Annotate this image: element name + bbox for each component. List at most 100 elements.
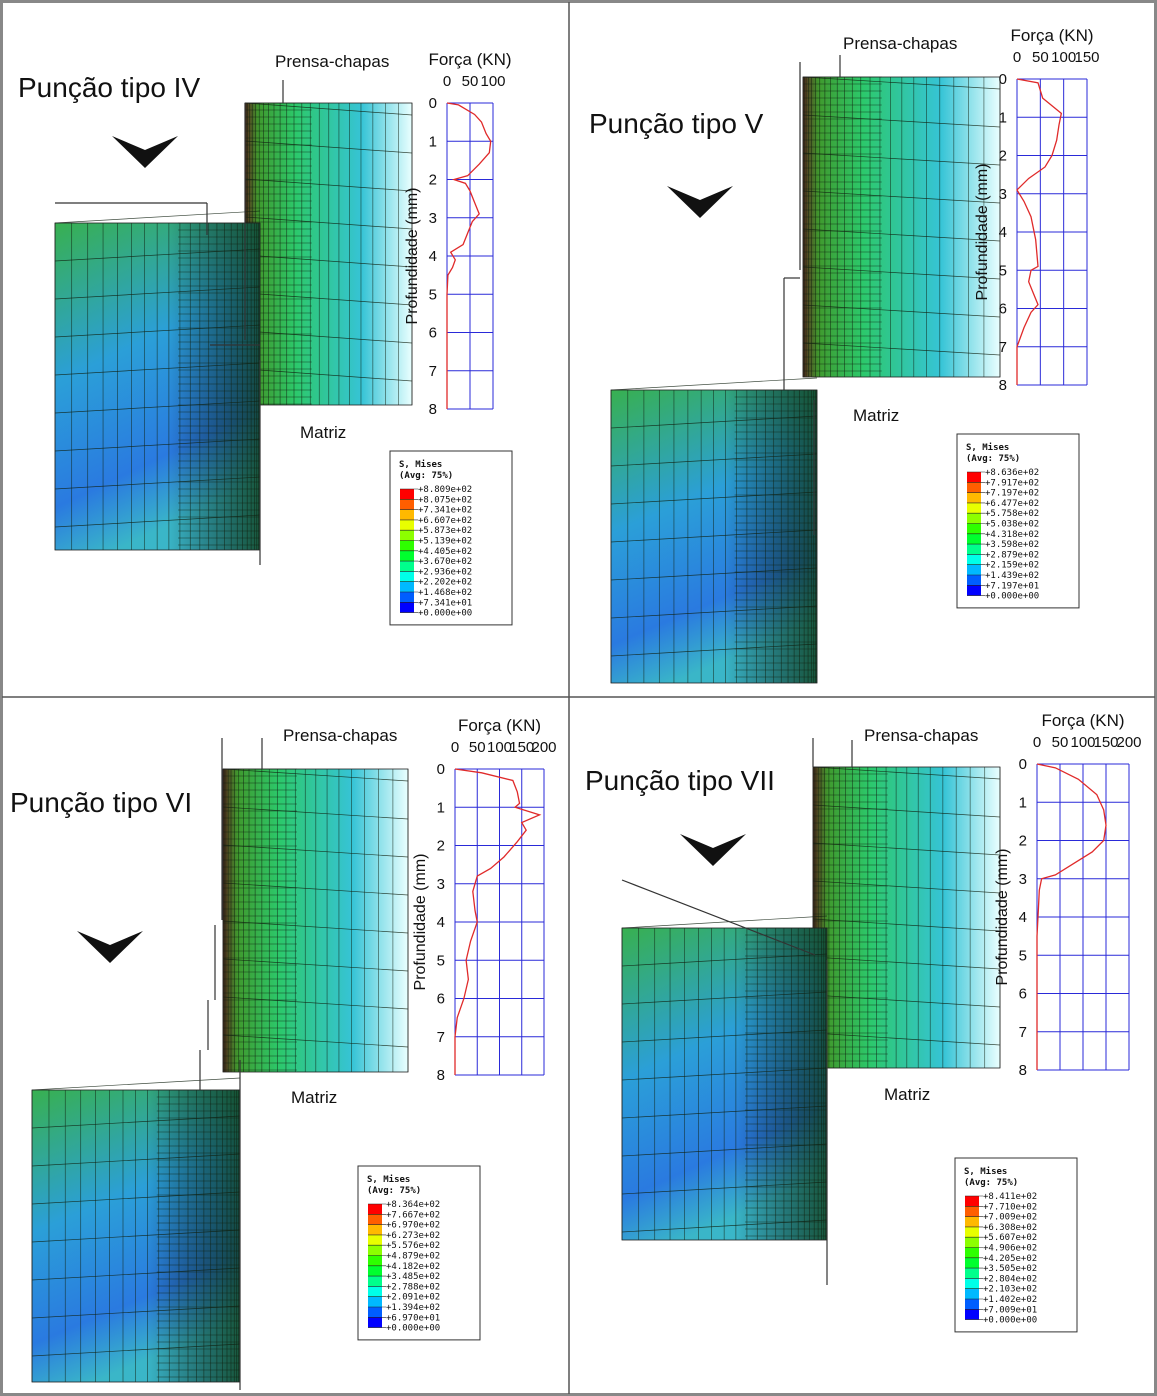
mesh-line bbox=[55, 211, 260, 223]
y-tick-label: 5 bbox=[999, 262, 1007, 279]
fem-mesh bbox=[803, 77, 1000, 377]
x-tick-label: 200 bbox=[531, 739, 556, 756]
legend-label: +2.788e+02 bbox=[386, 1282, 440, 1292]
y-tick-label: 0 bbox=[1019, 756, 1027, 773]
axis-title: Profundidade (mm) bbox=[994, 849, 1011, 986]
x-tick-label: 50 bbox=[469, 739, 486, 756]
y-tick-label: 6 bbox=[1019, 986, 1027, 1003]
fem-edge bbox=[735, 928, 827, 1240]
legend-band bbox=[965, 1206, 979, 1216]
y-tick-label: 7 bbox=[429, 363, 437, 380]
fem-block bbox=[813, 767, 1000, 1068]
annotation: Matriz bbox=[291, 1088, 337, 1107]
annotation: Prensa-chapas bbox=[275, 52, 389, 71]
legend-band bbox=[967, 524, 981, 534]
axis-title: Força (KN) bbox=[1010, 26, 1093, 45]
y-tick-label: 1 bbox=[437, 799, 445, 816]
y-tick-label: 2 bbox=[1019, 833, 1027, 850]
y-tick-label: 1 bbox=[999, 109, 1007, 126]
legend-band bbox=[967, 472, 981, 482]
legend-band bbox=[965, 1258, 979, 1268]
legend-band bbox=[965, 1237, 979, 1247]
legend-label: +7.197e+02 bbox=[985, 489, 1039, 499]
legend-label: +7.917e+02 bbox=[985, 478, 1039, 488]
legend-label: +3.485e+02 bbox=[386, 1272, 440, 1282]
legend-band bbox=[368, 1276, 382, 1286]
legend-label: +1.394e+02 bbox=[386, 1303, 440, 1313]
legend-band bbox=[967, 534, 981, 544]
y-tick-label: 6 bbox=[429, 325, 437, 342]
legend-band bbox=[368, 1317, 382, 1327]
x-tick-label: 0 bbox=[443, 73, 451, 90]
legend-label: +0.000e+00 bbox=[983, 1316, 1037, 1326]
y-tick-label: 1 bbox=[429, 133, 437, 150]
x-tick-label: 0 bbox=[451, 739, 459, 756]
legend-band bbox=[967, 565, 981, 575]
legend-label: +2.159e+02 bbox=[985, 561, 1039, 571]
legend-band bbox=[967, 575, 981, 585]
legend-band bbox=[965, 1196, 979, 1206]
fem-mesh bbox=[611, 378, 817, 683]
legend-label: +6.607e+02 bbox=[418, 516, 472, 526]
y-tick-label: 6 bbox=[437, 991, 445, 1008]
legend-band bbox=[368, 1235, 382, 1245]
punch-arrow bbox=[680, 834, 746, 866]
legend-label: +5.576e+02 bbox=[386, 1241, 440, 1251]
y-tick-label: 2 bbox=[429, 172, 437, 189]
legend-label: +2.879e+02 bbox=[985, 550, 1039, 560]
fem-edge bbox=[146, 1090, 240, 1382]
fem-mesh bbox=[55, 211, 260, 550]
legend-label: +1.402e+02 bbox=[983, 1295, 1037, 1305]
punch-label: Punção tipo V bbox=[589, 108, 764, 139]
punch-label: Punção tipo IV bbox=[18, 72, 200, 103]
legend-label: +0.000e+00 bbox=[418, 609, 472, 619]
axis-title: Força (KN) bbox=[428, 50, 511, 69]
legend-band bbox=[368, 1214, 382, 1224]
legend-band bbox=[400, 541, 414, 551]
legend-label: +8.364e+02 bbox=[386, 1200, 440, 1210]
legend-band bbox=[368, 1245, 382, 1255]
legend-label: +2.202e+02 bbox=[418, 578, 472, 588]
legend-band bbox=[967, 544, 981, 554]
legend-label: +8.075e+02 bbox=[418, 495, 472, 505]
legend-label: +4.906e+02 bbox=[983, 1244, 1037, 1254]
legend-label: +2.804e+02 bbox=[983, 1274, 1037, 1284]
legend-band bbox=[400, 499, 414, 509]
legend-title: S, Mises bbox=[367, 1174, 410, 1185]
legend-label: +4.879e+02 bbox=[386, 1252, 440, 1262]
annotation: Prensa-chapas bbox=[283, 726, 397, 745]
legend-label: +7.341e+01 bbox=[418, 598, 472, 608]
legend-band bbox=[368, 1266, 382, 1276]
x-tick-label: 50 bbox=[462, 73, 479, 90]
legend-label: +5.038e+02 bbox=[985, 520, 1039, 530]
legend-band bbox=[967, 503, 981, 513]
legend-band bbox=[400, 602, 414, 612]
legend-label: +7.667e+02 bbox=[386, 1210, 440, 1220]
x-tick-label: 100 bbox=[480, 73, 505, 90]
y-tick-label: 6 bbox=[999, 301, 1007, 318]
punch-arrow bbox=[112, 136, 178, 168]
legend-band bbox=[967, 482, 981, 492]
legend-label: +7.009e+01 bbox=[983, 1305, 1037, 1315]
fem-mesh bbox=[32, 1078, 240, 1382]
legend-label: +6.970e+02 bbox=[386, 1221, 440, 1231]
legend-label: +7.009e+02 bbox=[983, 1213, 1037, 1223]
legend-title: S, Mises bbox=[399, 459, 442, 470]
y-tick-label: 7 bbox=[1019, 1024, 1027, 1041]
legend-band bbox=[400, 582, 414, 592]
y-tick-label: 5 bbox=[429, 286, 437, 303]
y-tick-label: 0 bbox=[429, 95, 437, 112]
legend-band bbox=[400, 551, 414, 561]
punch-arrow bbox=[667, 186, 733, 218]
legend-label: +2.103e+02 bbox=[983, 1285, 1037, 1295]
y-tick-label: 3 bbox=[429, 210, 437, 227]
punch-label: Punção tipo VI bbox=[10, 787, 192, 818]
legend-label: +4.318e+02 bbox=[985, 530, 1039, 540]
y-tick-label: 8 bbox=[429, 401, 437, 418]
legend-band bbox=[965, 1217, 979, 1227]
x-tick-label: 0 bbox=[1013, 49, 1021, 66]
y-tick-label: 8 bbox=[1019, 1062, 1027, 1079]
y-tick-label: 4 bbox=[429, 248, 437, 265]
y-tick-label: 2 bbox=[437, 838, 445, 855]
legend-label: +5.139e+02 bbox=[418, 537, 472, 547]
